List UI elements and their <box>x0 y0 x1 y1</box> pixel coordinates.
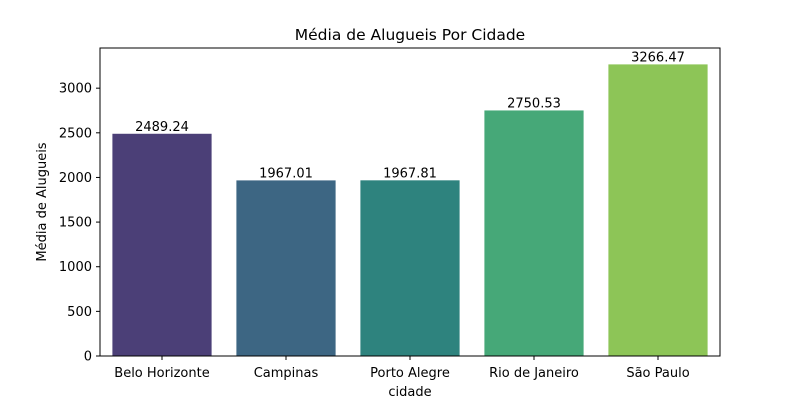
y-tick-label: 1500 <box>59 216 92 231</box>
bar <box>484 110 584 356</box>
plot-frame <box>99 47 721 357</box>
y-tick-label: 500 <box>67 305 92 320</box>
data-label: 2750.53 <box>507 96 561 111</box>
data-label: 2489.24 <box>135 120 189 135</box>
chart-title: Média de Alugueis Por Cidade <box>295 26 525 44</box>
x-tick-label: Campinas <box>254 366 319 381</box>
bar <box>112 133 212 356</box>
y-tick-label: 1000 <box>59 260 92 275</box>
data-label: 1967.01 <box>259 166 313 181</box>
y-tick-label: 2500 <box>59 126 92 141</box>
bar <box>236 180 336 356</box>
data-label: 1967.81 <box>383 166 437 181</box>
x-tick-label: São Paulo <box>626 366 689 381</box>
x-tick-label: Porto Alegre <box>370 366 450 381</box>
y-tick-label: 2000 <box>59 171 92 186</box>
y-tick-label: 3000 <box>59 82 92 97</box>
x-tick-label: Belo Horizonte <box>114 366 209 381</box>
axes-layer: Belo Horizonte Campinas Porto Alegre Rio de… <box>59 47 721 381</box>
data-label: 3266.47 <box>631 50 685 65</box>
x-axis-label: cidade <box>388 385 431 400</box>
bar <box>360 180 460 356</box>
bar <box>608 64 708 356</box>
bars-layer: 2489.24 1967.01 1967.81 2750.53 3266.47 <box>112 50 708 356</box>
x-tick-label: Rio de Janeiro <box>489 366 579 381</box>
y-axis-label: Média de Alugueis <box>35 142 50 261</box>
y-tick-label: 0 <box>84 350 92 365</box>
